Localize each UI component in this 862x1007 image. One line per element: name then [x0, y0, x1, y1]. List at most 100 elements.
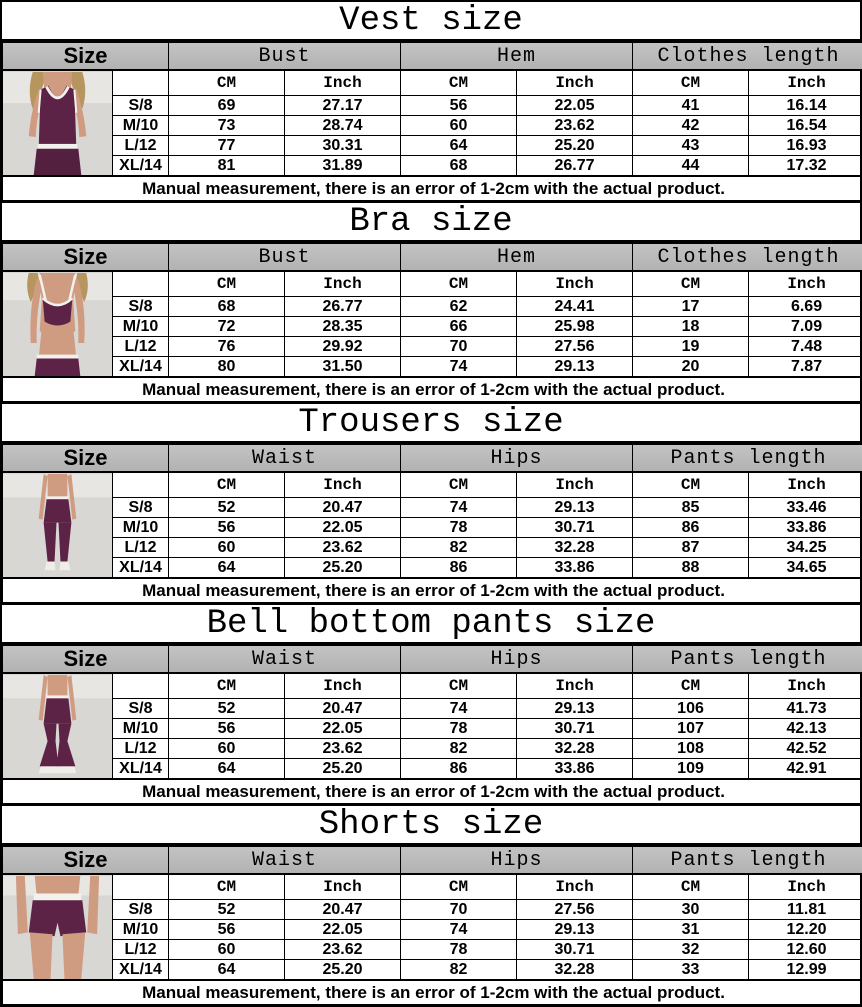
column-header-pants-length: Pants length: [633, 444, 862, 472]
empty-cell: [113, 874, 169, 900]
measurement-value: 11.81: [749, 900, 862, 920]
measurement-value: 30: [633, 900, 749, 920]
size-row-label: M/10: [113, 920, 169, 940]
note-row: Manual measurement, there is an error of…: [3, 578, 862, 603]
size-row-label: S/8: [113, 498, 169, 518]
measurement-value: 29.13: [517, 357, 633, 378]
measurement-value: 72: [169, 317, 285, 337]
measurement-value: 43: [633, 136, 749, 156]
size-row-label: S/8: [113, 900, 169, 920]
measurement-value: 27.17: [285, 96, 401, 116]
measurement-value: 74: [401, 920, 517, 940]
column-header-hips: Hips: [401, 444, 633, 472]
measurement-value: 107: [633, 719, 749, 739]
unit-cm-label: CM: [633, 472, 749, 498]
measurement-value: 12.60: [749, 940, 862, 960]
size-column-header: Size: [3, 243, 169, 271]
measurement-value: 109: [633, 759, 749, 780]
measurement-value: 64: [169, 759, 285, 780]
measurement-value: 78: [401, 940, 517, 960]
table-title: Vest size: [2, 2, 860, 41]
measurement-value: 23.62: [517, 116, 633, 136]
unit-inch-label: Inch: [285, 673, 401, 699]
measurement-value: 25.20: [285, 558, 401, 579]
measurement-value: 30.71: [517, 940, 633, 960]
measurement-value: 41.73: [749, 699, 862, 719]
unit-cm-label: CM: [169, 673, 285, 699]
unit-inch-label: Inch: [749, 472, 862, 498]
measurement-value: 32: [633, 940, 749, 960]
unit-cm-label: CM: [401, 70, 517, 96]
measurement-value: 42: [633, 116, 749, 136]
measurement-value: 33: [633, 960, 749, 981]
measurement-value: 29.13: [517, 699, 633, 719]
measurement-value: 70: [401, 900, 517, 920]
column-header-pants-length: Pants length: [633, 645, 862, 673]
unit-cm-label: CM: [169, 874, 285, 900]
measurement-value: 60: [169, 739, 285, 759]
measurement-value: 42.91: [749, 759, 862, 780]
note-row: Manual measurement, there is an error of…: [3, 176, 862, 201]
size-row-label: XL/14: [113, 156, 169, 177]
measurement-value: 60: [169, 538, 285, 558]
measurement-value: 88: [633, 558, 749, 579]
measurement-value: 87: [633, 538, 749, 558]
size-row-label: XL/14: [113, 960, 169, 981]
measurement-value: 64: [169, 558, 285, 579]
measurement-value: 81: [169, 156, 285, 177]
measurement-value: 22.05: [285, 719, 401, 739]
size-row-label: L/12: [113, 136, 169, 156]
unit-inch-label: Inch: [285, 70, 401, 96]
shorts-product-photo: [3, 874, 113, 980]
empty-cell: [113, 472, 169, 498]
size-row-label: L/12: [113, 940, 169, 960]
measurement-value: 28.74: [285, 116, 401, 136]
measurement-value: 70: [401, 337, 517, 357]
unit-inch-label: Inch: [517, 874, 633, 900]
note-row: Manual measurement, there is an error of…: [3, 980, 862, 1005]
unit-inch-label: Inch: [517, 70, 633, 96]
column-header-clothes-length: Clothes length: [633, 42, 862, 70]
size-column-header: Size: [3, 444, 169, 472]
measurement-value: 16.93: [749, 136, 862, 156]
size-column-header: Size: [3, 645, 169, 673]
measurement-value: 24.41: [517, 297, 633, 317]
measurement-value: 23.62: [285, 538, 401, 558]
unit-inch-label: Inch: [749, 70, 862, 96]
unit-cm-label: CM: [633, 874, 749, 900]
measurement-value: 25.20: [285, 759, 401, 780]
measurement-value: 12.20: [749, 920, 862, 940]
measurement-value: 77: [169, 136, 285, 156]
measurement-value: 42.52: [749, 739, 862, 759]
measurement-value: 27.56: [517, 337, 633, 357]
measurement-value: 68: [401, 156, 517, 177]
unit-inch-label: Inch: [517, 673, 633, 699]
measurement-value: 34.25: [749, 538, 862, 558]
unit-inch-label: Inch: [749, 874, 862, 900]
measurement-value: 20.47: [285, 699, 401, 719]
measurement-value: 108: [633, 739, 749, 759]
column-header-hips: Hips: [401, 645, 633, 673]
unit-cm-label: CM: [169, 472, 285, 498]
measurement-value: 27.56: [517, 900, 633, 920]
measurement-value: 23.62: [285, 940, 401, 960]
measurement-value: 82: [401, 739, 517, 759]
